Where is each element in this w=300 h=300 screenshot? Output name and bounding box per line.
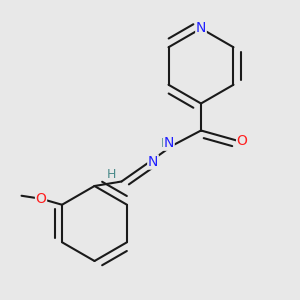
Text: N: N: [196, 22, 206, 35]
Text: O: O: [36, 192, 46, 206]
Text: N: N: [148, 155, 158, 169]
Text: H: H: [160, 136, 170, 150]
Text: O: O: [237, 134, 248, 148]
Text: H: H: [107, 167, 117, 181]
Text: N: N: [164, 136, 174, 150]
